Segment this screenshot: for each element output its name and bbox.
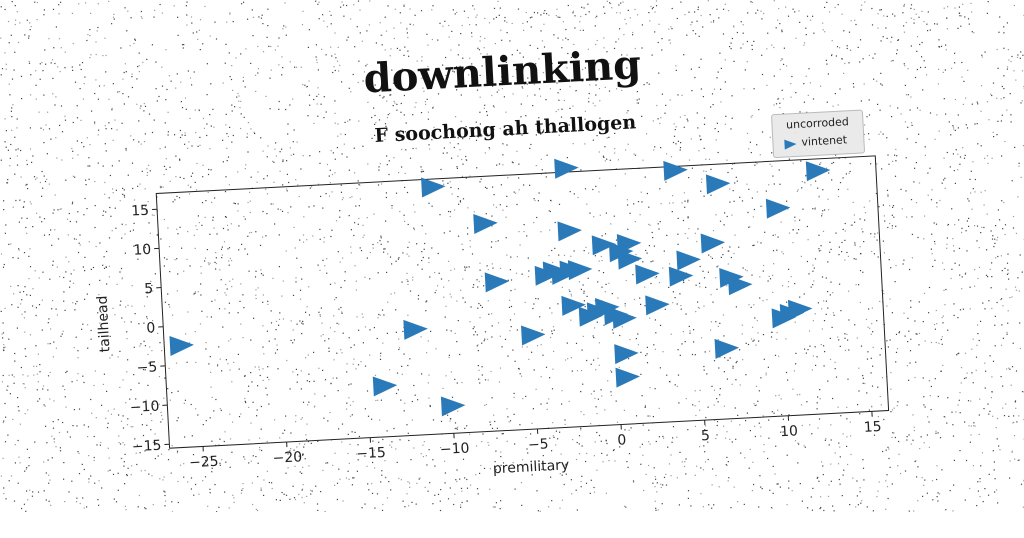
legend-title: uncorroded	[772, 114, 863, 132]
data-point	[612, 308, 637, 329]
data-point	[403, 319, 428, 340]
data-point	[676, 249, 701, 270]
data-point	[373, 375, 398, 396]
y-tick-label: 10	[133, 242, 152, 259]
y-tick-label: −10	[129, 399, 159, 417]
y-tick-label: −15	[132, 438, 162, 456]
x-tick-label: −25	[189, 454, 219, 472]
x-tick-label: −15	[356, 445, 386, 463]
data-point	[615, 366, 640, 387]
x-tick-label: −10	[440, 441, 470, 459]
data-point	[715, 338, 740, 359]
data-point	[568, 259, 593, 280]
data-point	[485, 271, 510, 292]
y-axis-label: tailhead	[95, 295, 114, 353]
legend: uncorroded vintenet	[771, 109, 865, 158]
data-point	[521, 324, 546, 345]
data-point	[701, 232, 726, 253]
data-point	[554, 157, 579, 178]
x-tick-label: 15	[863, 419, 882, 436]
data-point	[614, 343, 639, 364]
x-tick-label: 0	[617, 432, 627, 448]
data-point	[441, 395, 466, 416]
x-tick-label: −20	[272, 449, 302, 467]
y-tick-label: 15	[131, 203, 150, 220]
x-tick-label: 5	[701, 428, 711, 444]
data-point	[169, 335, 194, 356]
x-tick-label: 10	[780, 423, 799, 440]
data-point	[635, 263, 660, 284]
data-point	[645, 294, 670, 315]
y-tick-label: 0	[146, 320, 156, 336]
data-point	[706, 173, 731, 194]
y-tick-label: 5	[144, 281, 154, 297]
axes-frame	[156, 156, 888, 448]
legend-marker-icon	[783, 138, 798, 151]
legend-label: vintenet	[801, 133, 847, 148]
data-point	[806, 160, 831, 181]
data-point	[557, 220, 582, 241]
x-tick-label: −5	[528, 436, 549, 453]
data-point	[788, 298, 813, 319]
y-tick-label: −5	[136, 359, 157, 376]
data-point	[473, 213, 498, 234]
data-point	[766, 197, 791, 218]
x-axis-label: premilitary	[493, 457, 570, 477]
data-point	[663, 160, 688, 181]
